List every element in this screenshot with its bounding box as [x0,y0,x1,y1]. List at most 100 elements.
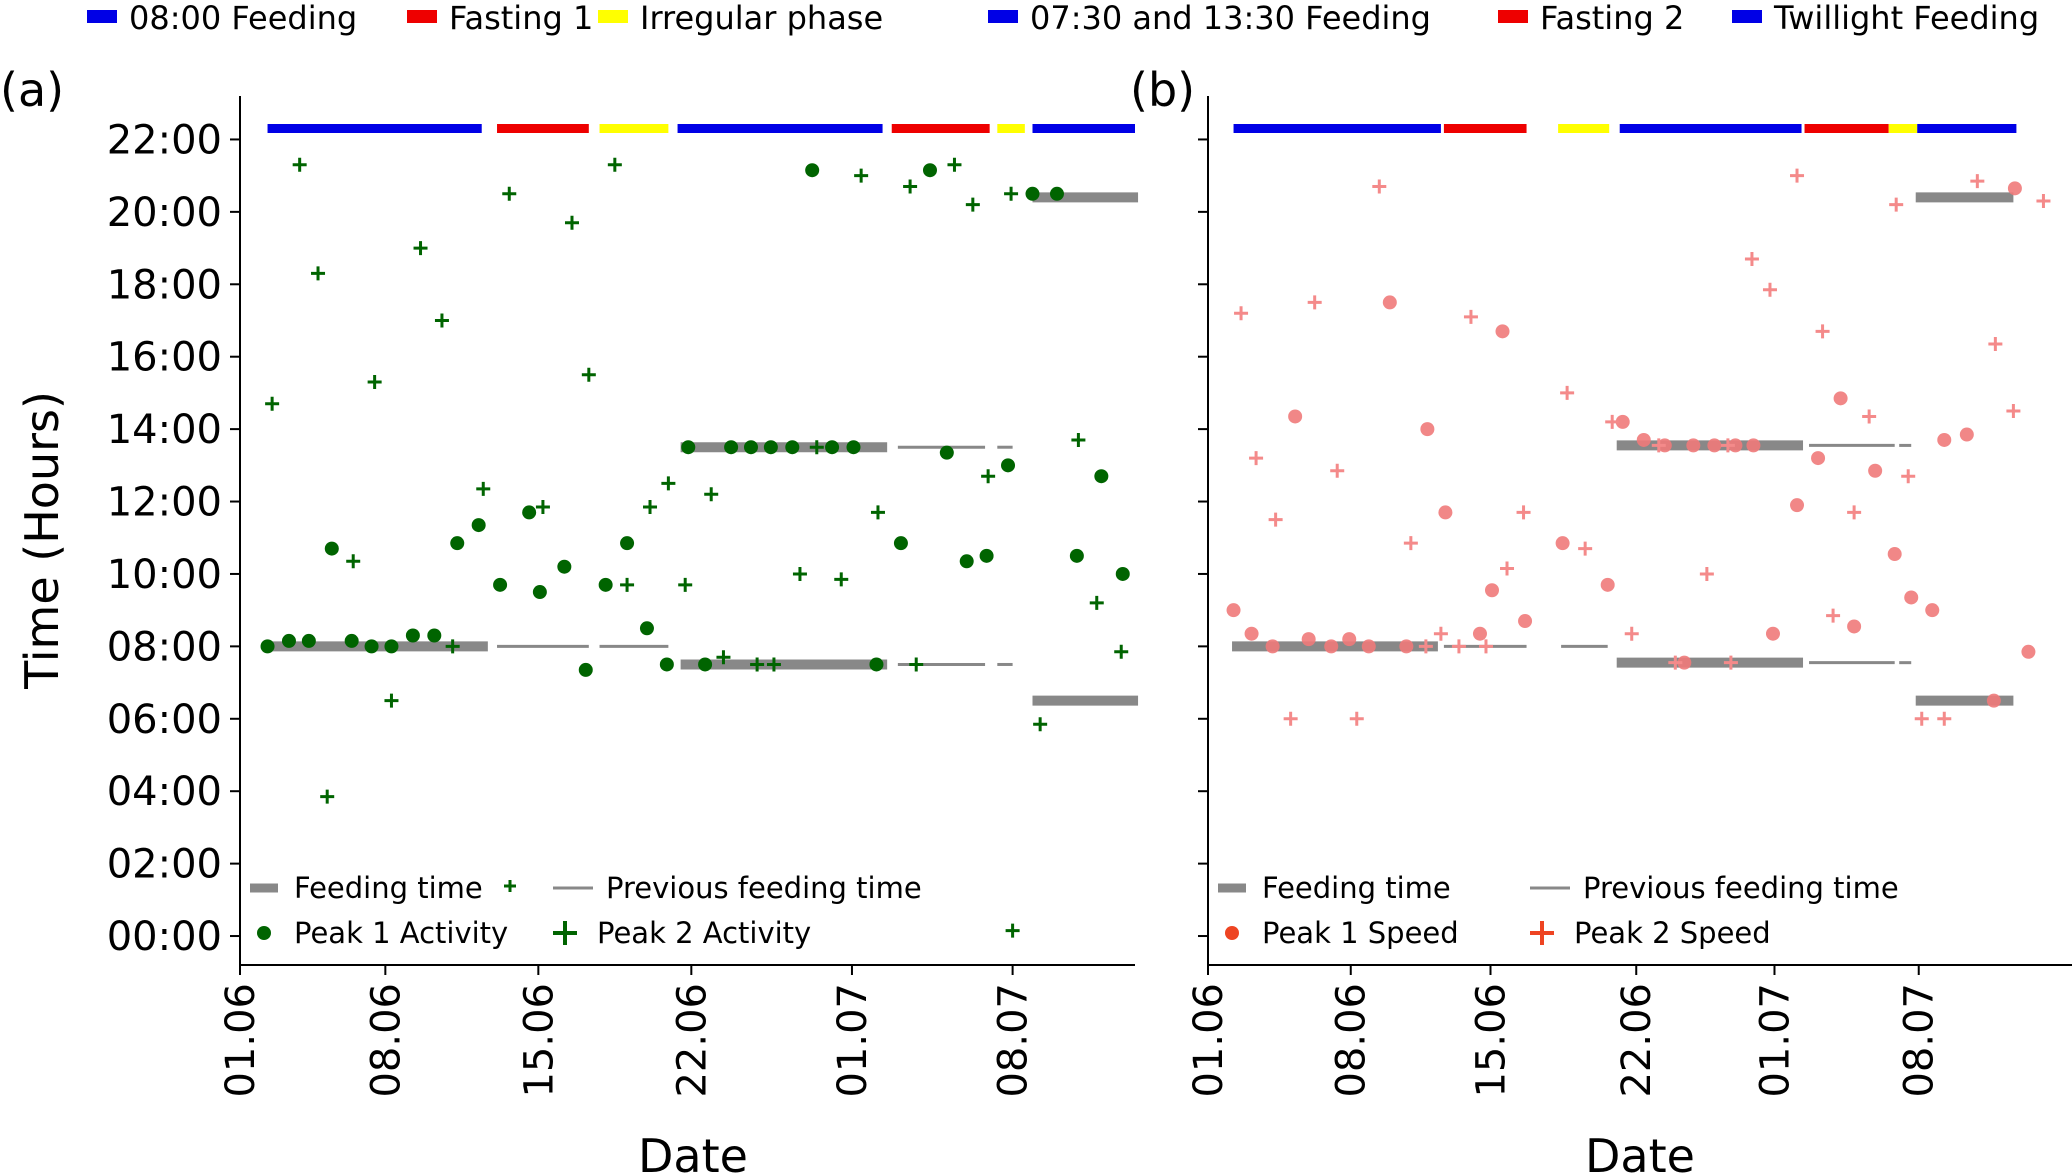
y-tick-label: 16:00 [107,335,222,381]
peak-2-activity-point [535,499,550,514]
peak-1-speed-point [1382,295,1397,310]
peak-1-activity-point [869,657,884,672]
peak-1-speed-point [1746,438,1761,453]
y-tick-label: 12:00 [107,480,222,526]
peak-2-speed-point [1889,197,1904,212]
peak-1-speed-point [1484,583,1499,598]
x-tick-label: 15.06 [1468,983,1514,1098]
peak-1-speed-point [1811,451,1826,466]
peak-2-speed-point [1744,251,1759,266]
x-axis-label: Date [638,1129,748,1176]
peak-1-activity-point [344,633,359,648]
peak-1-activity-point [959,554,974,569]
legend-peak-1-label: Peak 1 Speed [1262,916,1459,950]
peak-2-speed-point [1372,179,1387,194]
legend-swatch-07-30-and-13-30-feeding [988,10,1018,23]
legend-label-fasting-2: Fasting 2 [1540,0,1684,37]
peak-1-activity-point [763,440,778,455]
peak-2-activity-point [1005,923,1020,938]
peak-1-activity-point [578,662,593,677]
peak-2-activity-point [581,367,596,382]
peak-2-activity-point [766,657,781,672]
peak-2-speed-point [1249,451,1264,466]
x-tick-label: 15.06 [516,983,562,1098]
figure-legend: 08:00 Feeding Fasting 1 Irregular phase 07:… [87,0,2039,37]
peak-2-speed-point [1762,282,1777,297]
peak-2-activity-point [1004,186,1019,201]
peak-1-speed-point [1728,438,1743,453]
peak-2-activity-point [716,650,731,665]
peak-2-speed-point [1862,409,1877,424]
peak-2-activity-point [311,266,326,281]
peak-2-activity-point [854,168,869,183]
peak-2-speed-point [1578,541,1593,556]
phase-bar [497,124,589,133]
peak-1-speed-point [1636,432,1651,447]
peak-1-speed-point [2007,181,2022,196]
peak-1-activity-point [620,536,635,551]
peak-1-speed-point [1959,427,1974,442]
peak-2-activity-point [292,157,307,172]
peak-2-speed-point [1330,463,1345,478]
peak-2-activity-point [346,554,361,569]
peak-2-speed-point [1516,505,1531,520]
peak-2-activity-point [1071,432,1086,447]
panel-a: 00:00 02:00 04:00 06:00 08:00 10:00 12:00 14:00… [0,63,1139,1176]
peak-1-speed-point [1765,626,1780,641]
phase-bar [1032,124,1135,133]
peak-2-activity-point [965,197,980,212]
peak-1-activity-point [598,577,613,592]
peak-2-speed-point [1847,505,1862,520]
peak-1-speed-point [1226,603,1241,618]
legend-label-twillight-feeding: Twillight Feeding [1773,0,2039,37]
peak-1-speed-point [1904,590,1919,605]
peak-1-speed-point [1707,438,1722,453]
legend-label-07-30-and-13-30-feeding: 07:30 and 13:30 Feeding [1030,0,1431,37]
peak-2-speed-point [1826,608,1841,623]
peak-2-speed-point [1815,324,1830,339]
phase-bar [1233,124,1441,133]
peak-2-activity-point [320,789,335,804]
phase-bar [1619,124,1802,133]
peak-1-speed-point [1615,414,1630,429]
peak-1-speed-point [1244,626,1259,641]
peak-2-activity-point [909,657,924,672]
peak-1-activity-point [1025,186,1040,201]
peak-1-speed-point [1518,614,1533,629]
phase-bar [677,124,883,133]
peak-1-activity-point [1069,548,1084,563]
peak-1-activity-point [659,657,674,672]
phase-bar [1443,124,1527,133]
peak-1-speed-point [1265,639,1280,654]
x-axis-label: Date [1585,1129,1695,1176]
peak-1-activity-point [427,628,442,643]
legend-peak-1-label: Peak 1 Activity [294,916,508,950]
phase-bar [1888,124,1918,133]
peak-1-speed-point [1677,655,1692,670]
peak-2-speed-point [1624,626,1639,641]
peak-1-activity-point [1049,186,1064,201]
legend-previous-feeding-time-label: Previous feeding time [1583,871,1899,905]
x-tick-label: 08.06 [363,983,409,1098]
x-tick-label: 01.07 [830,983,876,1098]
peak-1-speed-point [1495,324,1510,339]
phase-bar [1804,124,1889,133]
peak-2-speed-point [2036,194,2051,209]
peak-1-speed-point [1288,409,1303,424]
peak-1-activity-point [1115,566,1130,581]
legend-label-08-00-feeding: 08:00 Feeding [129,0,357,37]
peak-2-speed-point [1268,512,1283,527]
legend-peak-1-swatch [1225,926,1239,940]
peak-2-activity-point [564,215,579,230]
y-tick-label: 22:00 [107,117,222,163]
peak-1-activity-point [450,536,465,551]
peak-1-activity-point [785,440,800,455]
x-tick-label: 01.06 [218,983,264,1098]
peak-2-activity-point [809,440,824,455]
peak-1-speed-point [1833,391,1848,406]
legend-label-fasting-1: Fasting 1 [449,0,593,37]
x-tick-label: 22.06 [669,983,715,1098]
phase-bar [997,124,1025,133]
y-tick-label: 04:00 [107,769,222,815]
peak-2-speed-point [1937,711,1952,726]
